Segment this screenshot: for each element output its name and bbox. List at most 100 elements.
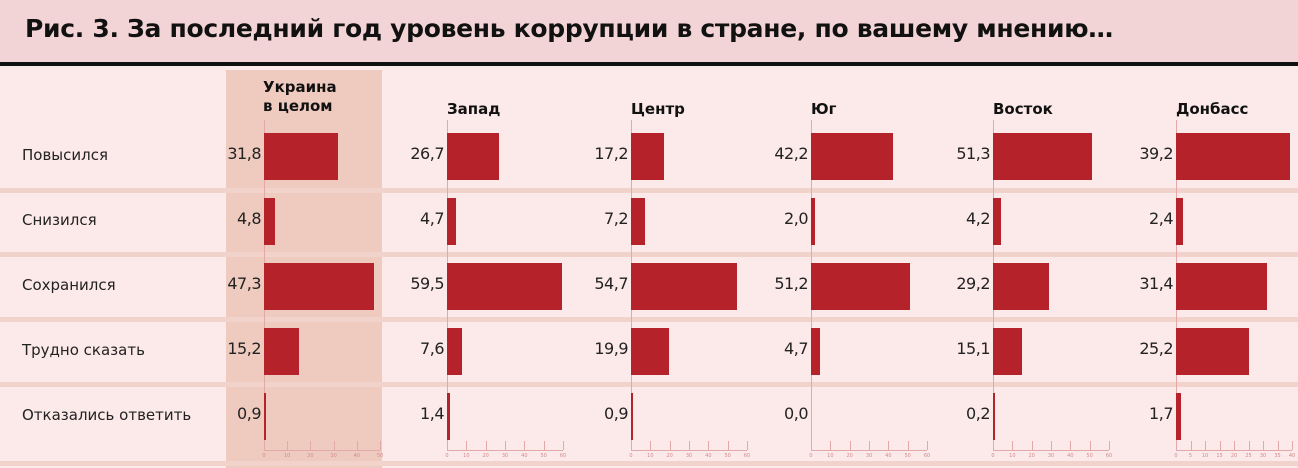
axis-tick (1292, 441, 1293, 450)
tick-label: 30 (330, 453, 337, 459)
bar (1176, 198, 1183, 245)
value-label: 4,2 (966, 209, 990, 228)
tick-label: 0 (262, 453, 266, 459)
tick-label: 50 (376, 453, 384, 459)
tick-label: 40 (1288, 453, 1296, 459)
value-label: 0,2 (966, 404, 990, 423)
axis-line-horizontal (1176, 450, 1292, 451)
axis-tick (1012, 441, 1014, 450)
axis-tick (356, 441, 358, 450)
category-label: Повысился (22, 146, 108, 164)
tick-label: 0 (809, 453, 813, 459)
tick-label: 10 (647, 453, 654, 459)
tick-label: 30 (865, 453, 873, 459)
value-label: 26,7 (410, 144, 444, 163)
tick-label: 20 (1230, 453, 1238, 459)
tick-label: 20 (307, 453, 314, 459)
value-label: 0,9 (237, 404, 261, 423)
tick-label: 50 (540, 453, 547, 459)
bar (631, 198, 645, 245)
axis-line-horizontal (993, 450, 1109, 451)
axis-tick (1248, 441, 1250, 450)
tick-label: 30 (501, 453, 509, 459)
axis-tick (1089, 441, 1091, 450)
tick-label: 50 (904, 453, 911, 459)
axis-tick (1031, 441, 1033, 450)
axis-line-horizontal (264, 450, 380, 451)
axis-tick (524, 441, 526, 450)
value-label: 19,9 (594, 339, 628, 358)
value-label: 39,2 (1139, 144, 1173, 163)
tick-label: 50 (1086, 453, 1093, 459)
bar (1176, 393, 1181, 440)
value-label: 29,2 (956, 274, 990, 293)
tick-label: 35 (1274, 453, 1281, 459)
axis-tick (888, 441, 890, 450)
bar (264, 328, 300, 375)
tick-label: 10 (463, 453, 470, 459)
tick-label: 0 (445, 453, 449, 459)
tick-label: 10 (1201, 453, 1209, 459)
value-label: 51,2 (774, 274, 808, 293)
tick-label: 0 (629, 453, 633, 459)
value-label: 15,2 (227, 339, 261, 358)
bar (447, 133, 499, 180)
tick-label: 40 (705, 453, 712, 459)
value-label: 1,4 (420, 404, 444, 423)
tick-label: 40 (521, 453, 528, 459)
axis-tick (485, 441, 487, 450)
tick-label: 30 (1259, 453, 1267, 459)
value-label: 4,7 (784, 339, 808, 358)
axis-tick (380, 441, 381, 450)
series-header: Восток (993, 100, 1053, 118)
axis-tick (727, 441, 729, 450)
bar (993, 198, 1002, 245)
axis-tick (466, 441, 468, 450)
axis-tick (927, 441, 928, 450)
chart-title: Рис. 3. За последний год уровень коррупц… (25, 14, 1113, 43)
series-header: Украина в целом (263, 78, 337, 115)
axis-tick (849, 441, 851, 450)
value-label: 31,8 (227, 144, 261, 163)
axis-tick (869, 441, 870, 450)
bar (993, 393, 995, 440)
value-label: 0,9 (604, 404, 628, 423)
axis-tick (993, 441, 994, 450)
axis-tick (1070, 441, 1072, 450)
bar (993, 133, 1093, 180)
bar (993, 263, 1050, 310)
tick-label: 20 (482, 453, 489, 459)
axis-tick (1205, 441, 1206, 450)
axis-tick (310, 441, 312, 450)
row-separator (0, 461, 1298, 466)
axis-tick (505, 441, 506, 450)
tick-label: 20 (1028, 453, 1035, 459)
axis-tick (563, 441, 564, 450)
title-underline (0, 62, 1298, 66)
tick-label: 60 (743, 453, 751, 459)
bar (1176, 133, 1290, 180)
value-label: 15,1 (956, 339, 990, 358)
bar (264, 393, 267, 440)
value-label: 54,7 (594, 274, 628, 293)
axis-tick (264, 441, 265, 450)
tick-label: 0 (1174, 453, 1178, 459)
tick-label: 10 (827, 453, 834, 459)
category-label: Снизился (22, 211, 97, 229)
row-separator (0, 252, 1298, 257)
tick-label: 60 (559, 453, 567, 459)
tick-label: 60 (923, 453, 931, 459)
value-label: 47,3 (227, 274, 261, 293)
tick-label: 15 (1216, 453, 1223, 459)
axis-tick (747, 441, 748, 450)
series-header: Юг (811, 100, 837, 118)
tick-label: 20 (846, 453, 853, 459)
tick-label: 40 (353, 453, 360, 459)
tick-label: 30 (685, 453, 693, 459)
bar (264, 263, 374, 310)
axis-tick (830, 441, 832, 450)
axis-tick (1234, 441, 1235, 450)
category-label: Трудно сказать (22, 341, 145, 359)
category-label: Отказались ответить (22, 406, 192, 424)
bar (1176, 328, 1250, 375)
